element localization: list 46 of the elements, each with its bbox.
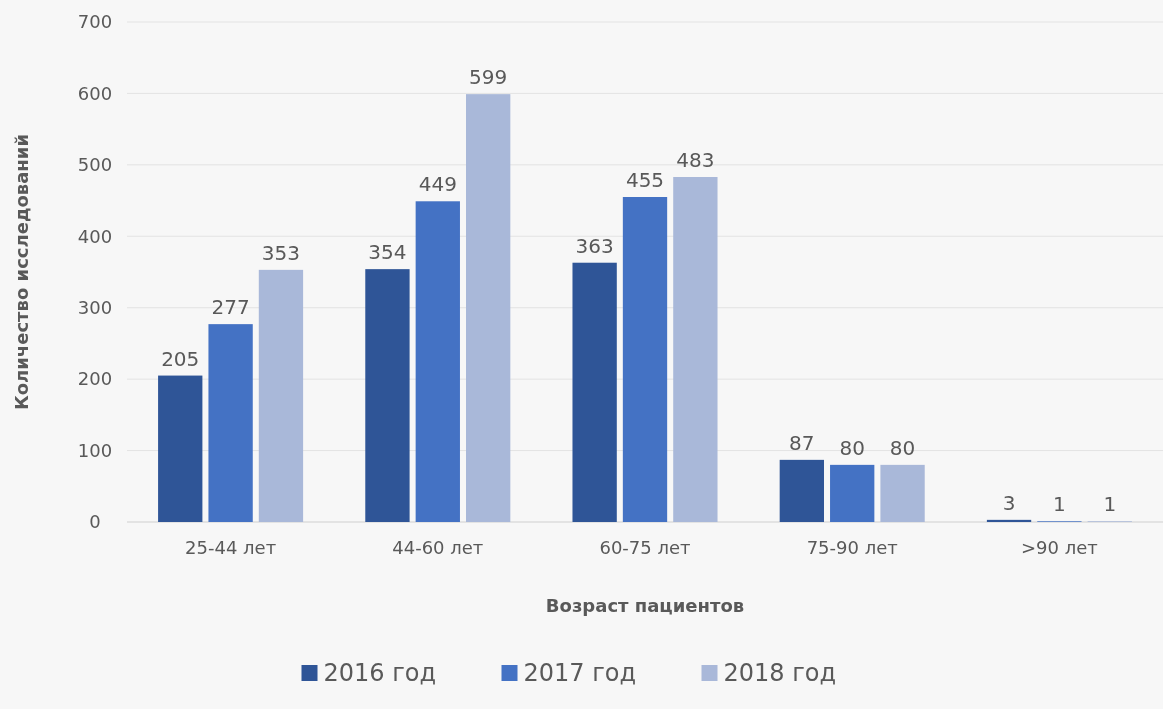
legend-label: 2018 год xyxy=(723,659,837,687)
data-label: 80 xyxy=(889,435,916,460)
data-label: 1 xyxy=(1053,492,1066,517)
x-axis-title: Возраст пациентов xyxy=(545,595,745,616)
bar xyxy=(415,201,460,522)
bar xyxy=(673,177,718,522)
data-label: 599 xyxy=(469,65,508,90)
bar xyxy=(572,262,617,522)
legend-label: 2016 год xyxy=(323,659,437,687)
bar xyxy=(158,375,203,522)
data-label: 455 xyxy=(625,168,665,192)
data-label: 87 xyxy=(789,430,815,455)
bar xyxy=(258,269,304,522)
data-label: 3 xyxy=(1002,490,1016,515)
x-tick-label: >90 лет xyxy=(1021,537,1098,558)
y-tick-label: 100 xyxy=(77,439,113,461)
bar xyxy=(880,464,925,522)
y-tick-label: 200 xyxy=(77,368,113,390)
x-tick-label: 75-90 лет xyxy=(806,537,898,558)
data-label: 354 xyxy=(368,240,407,265)
bar xyxy=(466,94,511,522)
data-label: 1 xyxy=(1103,492,1117,517)
bar xyxy=(365,269,410,522)
legend-label: 2017 год xyxy=(523,659,637,687)
y-tick-label: 500 xyxy=(77,154,113,176)
data-label: 277 xyxy=(211,295,250,320)
data-label: 449 xyxy=(418,172,457,197)
bar xyxy=(208,324,253,522)
bar xyxy=(986,519,1032,522)
x-tick-label: 44-60 лет xyxy=(392,537,484,558)
y-axis-title: Количество исследований xyxy=(11,133,32,411)
x-tick-label: 60-75 лет xyxy=(599,537,691,558)
y-tick-label: 0 xyxy=(89,511,101,533)
data-label: 205 xyxy=(161,346,200,371)
bar xyxy=(779,459,824,522)
data-label: 483 xyxy=(676,148,715,172)
data-label: 363 xyxy=(575,233,614,258)
data-label: 353 xyxy=(261,240,301,265)
y-tick-label: 400 xyxy=(77,225,113,247)
y-tick-label: 600 xyxy=(77,82,113,104)
data-label: 80 xyxy=(839,435,865,460)
bar xyxy=(622,197,668,522)
y-tick-label: 300 xyxy=(77,297,113,319)
bar xyxy=(830,464,875,522)
y-tick-label: 700 xyxy=(77,11,113,33)
x-tick-label: 25-44 лет xyxy=(185,537,277,558)
